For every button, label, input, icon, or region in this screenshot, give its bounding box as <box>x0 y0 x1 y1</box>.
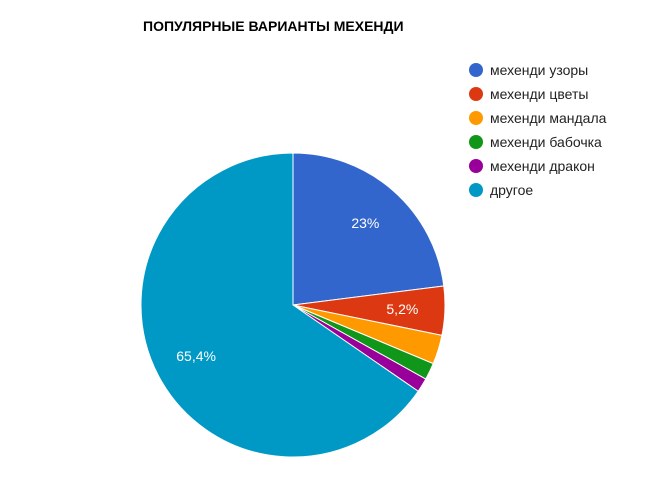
legend-marker-icon <box>469 135 483 149</box>
legend: мехенди узоры мехенди цветы мехенди манд… <box>469 58 606 202</box>
slice-label: 23% <box>351 215 379 231</box>
slice-label: 65,4% <box>176 348 216 364</box>
legend-item[interactable]: мехенди мандала <box>469 106 606 130</box>
legend-marker-icon <box>469 87 483 101</box>
slice-label: 5,2% <box>386 301 418 317</box>
legend-item[interactable]: мехенди дракон <box>469 154 606 178</box>
legend-marker-icon <box>469 111 483 125</box>
legend-item[interactable]: другое <box>469 178 606 202</box>
pie-slice[interactable] <box>140 152 419 458</box>
legend-item[interactable]: мехенди бабочка <box>469 130 606 154</box>
chart-title: ПОПУЛЯРНЫЕ ВАРИАНТЫ МЕХЕНДИ <box>143 18 404 34</box>
pie-slice[interactable] <box>292 152 445 306</box>
legend-marker-icon <box>469 159 483 173</box>
legend-item[interactable]: мехенди цветы <box>469 82 606 106</box>
legend-marker-icon <box>469 183 483 197</box>
legend-marker-icon <box>469 63 483 77</box>
legend-item[interactable]: мехенди узоры <box>469 58 606 82</box>
